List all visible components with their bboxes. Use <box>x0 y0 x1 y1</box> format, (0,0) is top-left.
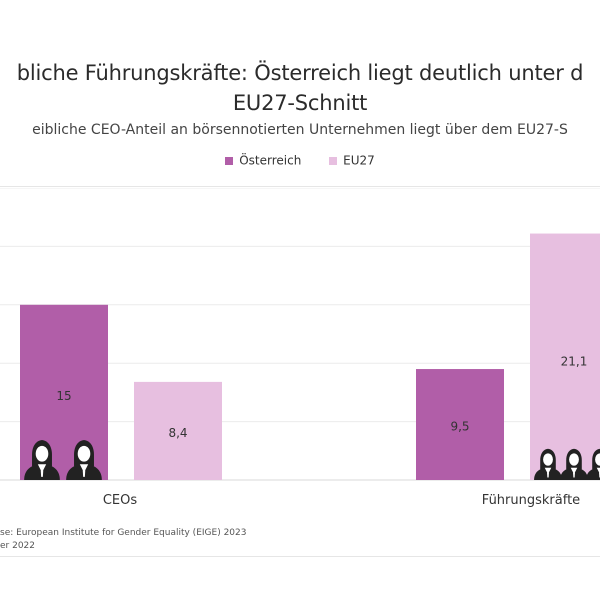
x-tick-label: CEOs <box>103 493 138 508</box>
chart-legend: Österreich EU27 <box>0 153 600 168</box>
chart-subtitle: eibliche CEO-Anteil an börsennotierten U… <box>32 122 568 138</box>
legend-label-oesterreich: Österreich <box>239 153 302 168</box>
bar-eu27-ceos <box>134 381 222 480</box>
legend-swatch-oesterreich <box>225 156 234 165</box>
source-line-2: er 2022 <box>0 541 36 551</box>
bar-oesterreich-fuehrungskraefte <box>416 369 504 480</box>
data-label: 8,4 <box>168 426 187 440</box>
data-label: 21,1 <box>561 355 588 369</box>
bottom-divider <box>0 556 600 557</box>
top-divider <box>0 186 600 187</box>
x-tick-label: Führungskräfte <box>482 493 580 508</box>
legend-label-eu27: EU27 <box>343 153 375 168</box>
legend-item-eu27: EU27 <box>329 153 375 168</box>
legend-swatch-eu27 <box>329 156 338 165</box>
data-label: 9,5 <box>450 420 469 434</box>
bar-eu27-fuehrungskraefte <box>530 233 600 480</box>
source-note: se: European Institute for Gender Equali… <box>0 527 246 553</box>
data-label: 15 <box>56 389 71 403</box>
legend-item-oesterreich: Österreich <box>225 153 301 168</box>
bar-chart: 15 8,4 CEOs 9,5 21,1 Führungskräfte <box>0 188 600 508</box>
chart-title-line-2: EU27-Schnitt <box>232 91 368 115</box>
chart-title-line-1: bliche Führungskräfte: Österreich liegt … <box>16 61 584 85</box>
source-line-1: se: European Institute for Gender Equali… <box>0 528 247 538</box>
